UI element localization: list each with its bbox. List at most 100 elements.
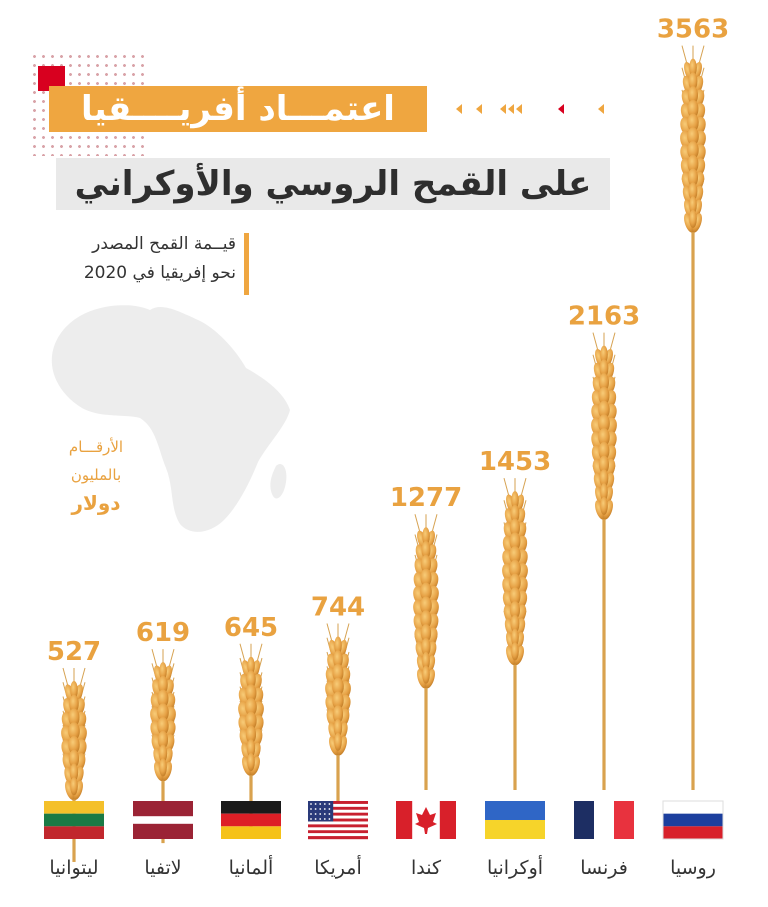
wheat-grain [689, 209, 697, 228]
wheat-stem [336, 747, 340, 818]
wheat-grain [687, 127, 699, 146]
units-line-3: دولار [71, 491, 121, 515]
wheat-grain [687, 168, 699, 187]
wheat-bar [413, 514, 439, 790]
wheat-grain [689, 58, 697, 77]
wheat-grain [332, 705, 344, 724]
wheat-grain [68, 749, 80, 768]
russia-flag-icon [662, 800, 724, 840]
wheat-grain [599, 359, 609, 378]
africa-map-icon [51, 305, 290, 532]
wheat-grain [420, 554, 432, 573]
wheat-grain [420, 610, 432, 629]
wheat-bar [150, 648, 176, 844]
page-subtitle-band: على القمح الروسي والأوكراني [56, 158, 610, 210]
wheat-grain [420, 568, 432, 587]
country-label: ليتوانيا [49, 857, 98, 879]
country-label: كندا [411, 857, 442, 879]
wheat-grain [422, 651, 430, 670]
lithuania-flag-icon [44, 801, 104, 839]
wheat-grain [159, 662, 167, 681]
wheat-grain [70, 680, 78, 699]
wheat-grain [245, 725, 257, 744]
wheat-grain [420, 596, 432, 615]
subtitle-line-1: قيــمة القمح المصدر [92, 234, 236, 254]
wheat-grain [511, 491, 519, 510]
wheat-grain [600, 483, 608, 502]
wheat-grain [68, 735, 80, 754]
wheat-grain [422, 527, 430, 546]
subtitle-accent-bar [244, 233, 249, 295]
wheat-grain [333, 650, 343, 669]
value-label: 1453 [479, 447, 551, 477]
wheat-grain [600, 345, 608, 364]
wheat-bar [502, 478, 528, 790]
page-title: اعتمـــاد أفريــــقيا [49, 86, 427, 132]
units-line-2: بالمليون [70, 466, 122, 484]
value-label: 2163 [568, 302, 640, 332]
wheat-grain [157, 703, 169, 722]
country-label: لاتفيا [144, 857, 181, 879]
wheat-grain [509, 573, 521, 592]
country-label: أمريكا [314, 855, 362, 879]
wheat-stem [602, 511, 606, 790]
wheat-grain [245, 698, 257, 717]
wheat-grain [70, 777, 78, 796]
wheat-grain [598, 373, 610, 392]
wheat-stem [691, 224, 695, 790]
chart-subtitle: قيــمة القمح المصدر نحو إفريقيا في 2020 [40, 230, 236, 288]
wheat-grain [509, 559, 521, 578]
country-label: فرنسا [580, 857, 628, 879]
wheat-grain [509, 601, 521, 620]
wheat-bar [325, 623, 351, 818]
wheat-grain [247, 753, 255, 772]
wheat-grain [332, 663, 344, 682]
wheat-grain [422, 665, 430, 684]
wheat-grain [511, 628, 519, 647]
wheat-grain [598, 400, 610, 419]
wheat-grain [68, 708, 80, 727]
value-label: 744 [311, 592, 365, 622]
units-note: الأرقـــام بالمليون دولار [40, 433, 152, 517]
wheat-grain [157, 717, 169, 736]
latvia-flag-icon [133, 801, 193, 839]
wheat-grain [159, 758, 167, 777]
ukraine-flag-icon [485, 801, 545, 839]
wheat-grain [598, 441, 610, 460]
wheat-bar [238, 643, 264, 838]
wheat-grain [598, 455, 610, 474]
wheat-grain [689, 196, 697, 215]
value-label: 527 [47, 637, 101, 667]
wheat-grain [246, 739, 256, 758]
wheat-grain [509, 587, 521, 606]
usa-flag-icon [308, 801, 368, 840]
wheat-grain [421, 637, 431, 656]
wheat-stem [513, 657, 517, 790]
units-line-1: الأرقـــام [68, 438, 124, 456]
wheat-grain [421, 541, 431, 560]
arrow-decoration [456, 104, 604, 114]
wheat-grain [247, 656, 255, 675]
wheat-grain [157, 689, 169, 708]
wheat-grain [598, 428, 610, 447]
wheat-grain [687, 99, 699, 118]
wheat-grain [509, 546, 521, 565]
wheat-grain [333, 718, 343, 737]
wheat-grain [69, 763, 79, 782]
wheat-bar [61, 667, 87, 862]
value-label: 1277 [390, 483, 462, 513]
wheat-grain [334, 636, 342, 655]
wheat-grain [687, 113, 699, 132]
wheat-grain [245, 684, 257, 703]
value-label: 645 [224, 613, 278, 643]
wheat-grain [688, 72, 698, 91]
wheat-grain [332, 677, 344, 696]
subtitle-line-2: نحو إفريقيا في 2020 [83, 263, 236, 283]
canada-flag-icon [396, 801, 456, 839]
wheat-grain [158, 744, 168, 763]
wheat-grain [157, 730, 169, 749]
country-label: روسيا [670, 857, 716, 879]
france-flag-icon [574, 801, 634, 839]
wheat-grain [510, 614, 520, 633]
